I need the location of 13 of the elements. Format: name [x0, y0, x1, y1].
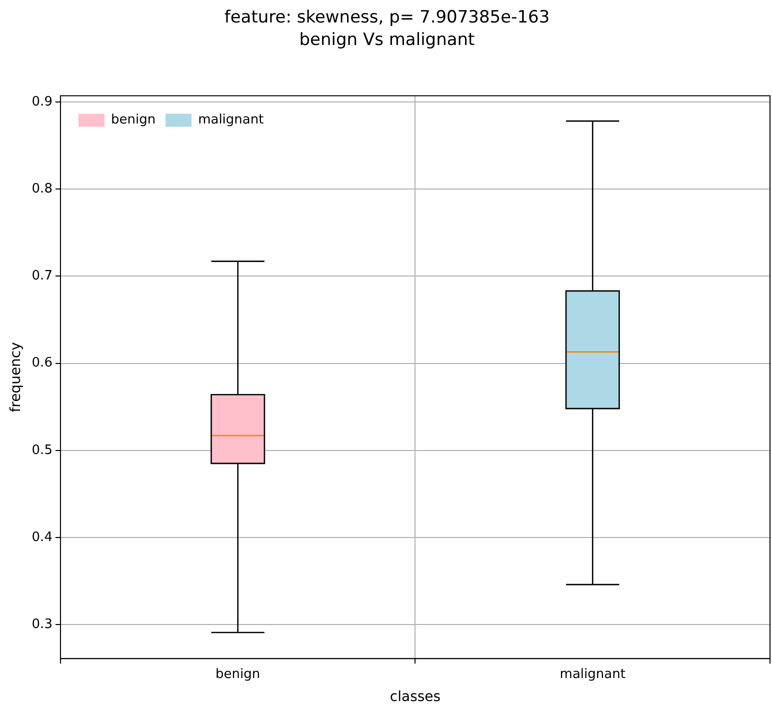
legend-label: malignant	[198, 112, 264, 128]
y-tick-label: 0.4	[32, 530, 52, 545]
y-axis-title: frequency	[8, 342, 24, 412]
legend-label: benign	[110, 112, 156, 128]
chart-subtitle: benign Vs malignant	[299, 30, 476, 50]
y-tick-label: 0.5	[32, 442, 52, 458]
x-axis-title: classes	[390, 689, 441, 706]
chart-title: feature: skewness, p= 7.907385e-163	[224, 8, 550, 28]
y-tick-label: 0.9	[32, 94, 52, 110]
y-tick-label: 0.7	[32, 268, 52, 284]
y-tick-label: 0.8	[32, 181, 52, 196]
y-tick-label: 0.6	[32, 356, 52, 371]
y-tick-label: 0.3	[32, 617, 52, 632]
